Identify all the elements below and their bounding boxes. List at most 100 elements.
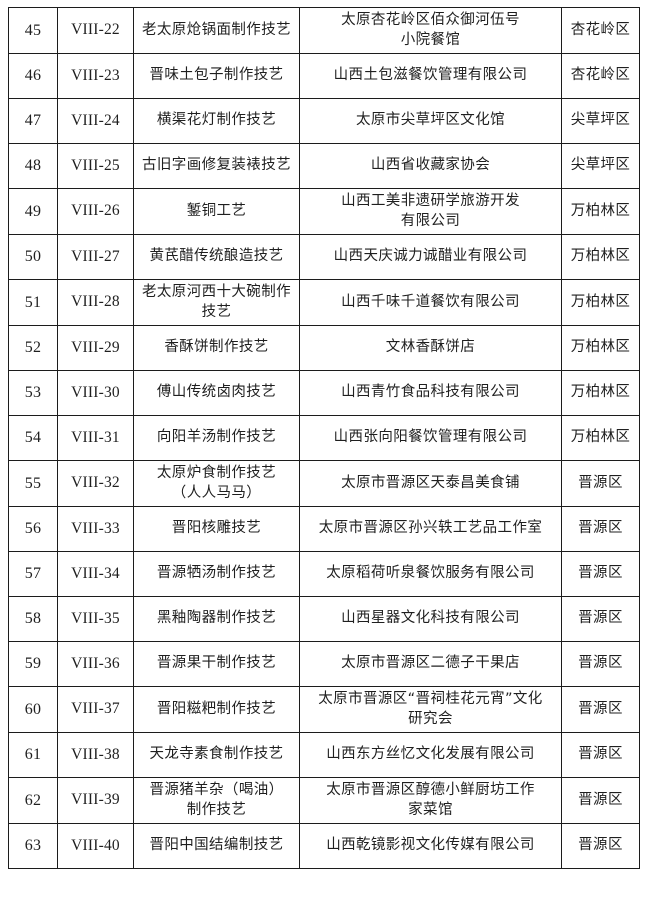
cell-project-name: 晋阳糍粑制作技艺 bbox=[133, 686, 300, 733]
text-line: 51 bbox=[24, 293, 42, 311]
cell-project-name: 晋阳中国结编制技艺 bbox=[133, 823, 300, 869]
text-line: 46 bbox=[24, 67, 42, 85]
text-line: VIII-35 bbox=[71, 609, 120, 627]
cell-protection-area: 万柏林区 bbox=[561, 188, 640, 235]
text-line: 晋源区 bbox=[578, 837, 623, 854]
cell-project-name: 黑釉陶器制作技艺 bbox=[133, 596, 300, 642]
cell-project-name: 傅山传统卤肉技艺 bbox=[133, 370, 300, 416]
cell-declaring-unit: 太原市尖草坪区文化馆 bbox=[299, 98, 562, 144]
text-line: 家菜馆 bbox=[408, 801, 453, 818]
cell-declaring-unit: 文林香酥饼店 bbox=[299, 325, 562, 371]
text-line: 太原市晋源区“晋祠桂花元宵”文化 bbox=[318, 691, 543, 708]
text-line: 山西星器文化科技有限公司 bbox=[341, 610, 520, 627]
cell-project-name: 晋源猪羊杂（喝油） 制作技艺 bbox=[133, 777, 300, 824]
table-row: 48 VIII-25 古旧字画修复装裱技艺 山西省收藏家协会 尖草坪区 bbox=[8, 143, 640, 189]
cell-project-name: 晋源果干制作技艺 bbox=[133, 641, 300, 687]
text-line: 晋源区 bbox=[578, 791, 623, 808]
cell-code: VIII-40 bbox=[57, 823, 134, 869]
text-line: 48 bbox=[24, 157, 42, 175]
cell-declaring-unit: 山西东方丝忆文化发展有限公司 bbox=[299, 732, 562, 778]
text-line: 晋源猪羊杂（喝油） bbox=[149, 782, 284, 799]
text-line: 万柏林区 bbox=[570, 339, 631, 356]
cell-code: VIII-25 bbox=[57, 143, 134, 189]
table-row: 46 VIII-23 晋味土包子制作技艺 山西土包滋餐饮管理有限公司 杏花岭区 bbox=[8, 53, 640, 99]
cell-project-name: 晋源牺汤制作技艺 bbox=[133, 551, 300, 597]
table-row: 62 VIII-39 晋源猪羊杂（喝油） 制作技艺 太原市晋源区醇德小鲜厨坊工作 家菜馆晋… bbox=[8, 777, 640, 824]
cell-code: VIII-33 bbox=[57, 506, 134, 552]
text-line: 54 bbox=[24, 429, 42, 447]
table-row: 59 VIII-36 晋源果干制作技艺 太原市晋源区二德子干果店 晋源区 bbox=[8, 641, 640, 687]
cell-index: 46 bbox=[8, 53, 58, 99]
text-line: 晋源区 bbox=[578, 610, 623, 627]
text-line: 晋源区 bbox=[578, 520, 623, 537]
text-line: 山西土包滋餐饮管理有限公司 bbox=[333, 67, 528, 84]
text-line: 山西工美非遗研学旅游开发 bbox=[341, 193, 520, 210]
cell-index: 58 bbox=[8, 596, 58, 642]
cell-declaring-unit: 太原市晋源区“晋祠桂花元宵”文化 研究会 bbox=[299, 686, 562, 733]
text-line: 49 bbox=[24, 202, 42, 220]
text-line: 老太原河西十大碗制作 bbox=[142, 284, 291, 301]
cell-protection-area: 杏花岭区 bbox=[561, 7, 640, 54]
text-line: 60 bbox=[24, 700, 42, 718]
cell-index: 48 bbox=[8, 143, 58, 189]
table-row: 52 VIII-29 香酥饼制作技艺 文林香酥饼店 万柏林区 bbox=[8, 325, 640, 371]
table-row: 60 VIII-37 晋阳糍粑制作技艺 太原市晋源区“晋祠桂花元宵”文化 研究会 晋源区 bbox=[8, 686, 640, 733]
text-line: 晋源果干制作技艺 bbox=[156, 655, 277, 672]
text-line: 黑釉陶器制作技艺 bbox=[156, 610, 277, 627]
text-line: VIII-30 bbox=[71, 383, 120, 401]
text-line: 山西乾镜影视文化传媒有限公司 bbox=[326, 837, 535, 854]
table-row: 58 VIII-35 黑釉陶器制作技艺 山西星器文化科技有限公司 晋源区 bbox=[8, 596, 640, 642]
text-line: 横渠花灯制作技艺 bbox=[156, 112, 277, 129]
text-line: 晋味土包子制作技艺 bbox=[149, 67, 284, 84]
text-line: 万柏林区 bbox=[570, 384, 631, 401]
cell-protection-area: 晋源区 bbox=[561, 596, 640, 642]
table-row: 45 VIII-22 老太原炝锅面制作技艺 太原杏花岭区佰众御河伍号 小院餐馆 杏花岭区 bbox=[8, 7, 640, 54]
cell-index: 63 bbox=[8, 823, 58, 869]
table-row: 47 VIII-24 横渠花灯制作技艺 太原市尖草坪区文化馆 尖草坪区 bbox=[8, 98, 640, 144]
text-line: 晋阳糍粑制作技艺 bbox=[156, 700, 277, 717]
text-line: VIII-25 bbox=[71, 156, 120, 174]
cell-code: VIII-32 bbox=[57, 460, 134, 507]
text-line: VIII-39 bbox=[71, 791, 120, 809]
cell-project-name: 古旧字画修复装裱技艺 bbox=[133, 143, 300, 189]
text-line: VIII-34 bbox=[71, 564, 120, 582]
table-row: 55 VIII-32 太原炉食制作技艺 （人人马马） 太原市晋源区天泰昌美食铺 晋源区 bbox=[8, 460, 640, 507]
text-line: VIII-37 bbox=[71, 700, 120, 718]
text-line: 山西东方丝忆文化发展有限公司 bbox=[326, 746, 535, 763]
cell-code: VIII-23 bbox=[57, 53, 134, 99]
cell-protection-area: 杏花岭区 bbox=[561, 53, 640, 99]
cell-declaring-unit: 山西土包滋餐饮管理有限公司 bbox=[299, 53, 562, 99]
text-line: （人人马马） bbox=[171, 484, 262, 501]
text-line: 山西省收藏家协会 bbox=[370, 157, 491, 174]
text-line: 万柏林区 bbox=[570, 293, 631, 310]
cell-project-name: 向阳羊汤制作技艺 bbox=[133, 415, 300, 461]
text-line: 山西千味千道餐饮有限公司 bbox=[341, 293, 520, 310]
cell-index: 52 bbox=[8, 325, 58, 371]
cell-index: 59 bbox=[8, 641, 58, 687]
text-line: 技艺 bbox=[201, 303, 232, 320]
cell-protection-area: 万柏林区 bbox=[561, 279, 640, 326]
text-line: 太原炉食制作技艺 bbox=[156, 465, 277, 482]
text-line: 錾铜工艺 bbox=[186, 202, 247, 219]
text-line: 晋源区 bbox=[578, 700, 623, 717]
table-row: 63 VIII-40 晋阳中国结编制技艺 山西乾镜影视文化传媒有限公司 晋源区 bbox=[8, 823, 640, 869]
cell-declaring-unit: 山西星器文化科技有限公司 bbox=[299, 596, 562, 642]
cell-code: VIII-31 bbox=[57, 415, 134, 461]
text-line: VIII-33 bbox=[71, 519, 120, 537]
text-line: 向阳羊汤制作技艺 bbox=[156, 429, 277, 446]
table-row: 49 VIII-26 錾铜工艺 山西工美非遗研学旅游开发 有限公司 万柏林区 bbox=[8, 188, 640, 235]
text-line: 山西张向阳餐饮管理有限公司 bbox=[333, 429, 528, 446]
text-line: 63 bbox=[24, 837, 42, 855]
text-line: 制作技艺 bbox=[186, 801, 247, 818]
table-row: 53 VIII-30 傅山传统卤肉技艺 山西青竹食品科技有限公司 万柏林区 bbox=[8, 370, 640, 416]
cell-project-name: 老太原炝锅面制作技艺 bbox=[133, 7, 300, 54]
text-line: 有限公司 bbox=[400, 212, 461, 229]
table-row: 56 VIII-33 晋阳核雕技艺 太原市晋源区孙兴轶工艺品工作室 晋源区 bbox=[8, 506, 640, 552]
cell-declaring-unit: 山西青竹食品科技有限公司 bbox=[299, 370, 562, 416]
text-line: VIII-23 bbox=[71, 66, 120, 84]
text-line: 53 bbox=[24, 384, 42, 402]
cell-index: 54 bbox=[8, 415, 58, 461]
cell-protection-area: 晋源区 bbox=[561, 686, 640, 733]
cell-project-name: 太原炉食制作技艺 （人人马马） bbox=[133, 460, 300, 507]
cell-project-name: 晋味土包子制作技艺 bbox=[133, 53, 300, 99]
